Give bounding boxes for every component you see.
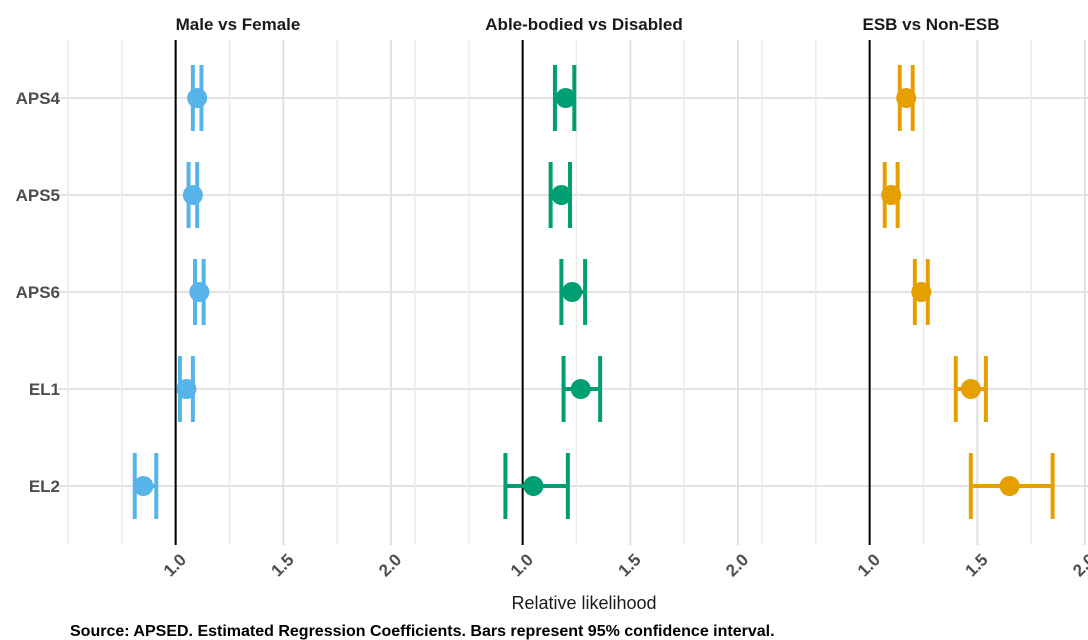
x-tick-label: 2.0 — [1069, 550, 1088, 580]
x-tick-label: 1.0 — [507, 550, 537, 580]
category-label-el1: EL1 — [29, 380, 60, 399]
estimate-point — [570, 379, 591, 399]
panel-title-2: Able-bodied vs Disabled — [485, 15, 682, 34]
estimate-point — [555, 88, 576, 108]
text-layer: Male vs Female Able-bodied vs Disabled E… — [16, 15, 1000, 640]
data-marks — [132, 65, 1055, 519]
x-tick-label: 2.0 — [722, 550, 752, 580]
grid-layer — [58, 40, 1088, 545]
x-axis-title: Relative likelihood — [511, 593, 656, 613]
estimate-point — [189, 282, 210, 302]
x-tick-label: 1.0 — [854, 550, 884, 580]
estimate-point — [562, 282, 583, 302]
estimate-point — [999, 476, 1020, 496]
estimate-point — [881, 185, 902, 205]
category-label-aps4: APS4 — [16, 89, 61, 108]
category-label-aps6: APS6 — [16, 283, 60, 302]
estimate-point — [551, 185, 572, 205]
estimate-point — [182, 185, 203, 205]
x-tick-label: 1.5 — [614, 550, 644, 580]
source-caption: Source: APSED. Estimated Regression Coef… — [70, 623, 775, 640]
category-label-el2: EL2 — [29, 477, 60, 496]
estimate-point — [911, 282, 932, 302]
tick-labels: 1.0 1.5 2.0 1.0 1.5 2.0 1.0 1.5 2.0 — [160, 550, 1088, 580]
estimate-point — [523, 476, 544, 496]
estimate-point — [176, 379, 197, 399]
estimate-point — [896, 88, 917, 108]
estimate-point — [133, 476, 154, 496]
category-label-aps5: APS5 — [16, 186, 60, 205]
estimate-point — [960, 379, 981, 399]
panel-title-1: Male vs Female — [176, 15, 301, 34]
x-tick-label: 1.5 — [961, 550, 991, 580]
estimate-point — [187, 88, 208, 108]
reference-lines — [174, 40, 871, 545]
x-tick-label: 1.5 — [267, 550, 297, 580]
panel-title-3: ESB vs Non-ESB — [863, 15, 1000, 34]
x-tick-label: 2.0 — [375, 550, 405, 580]
x-tick-label: 1.0 — [160, 550, 190, 580]
